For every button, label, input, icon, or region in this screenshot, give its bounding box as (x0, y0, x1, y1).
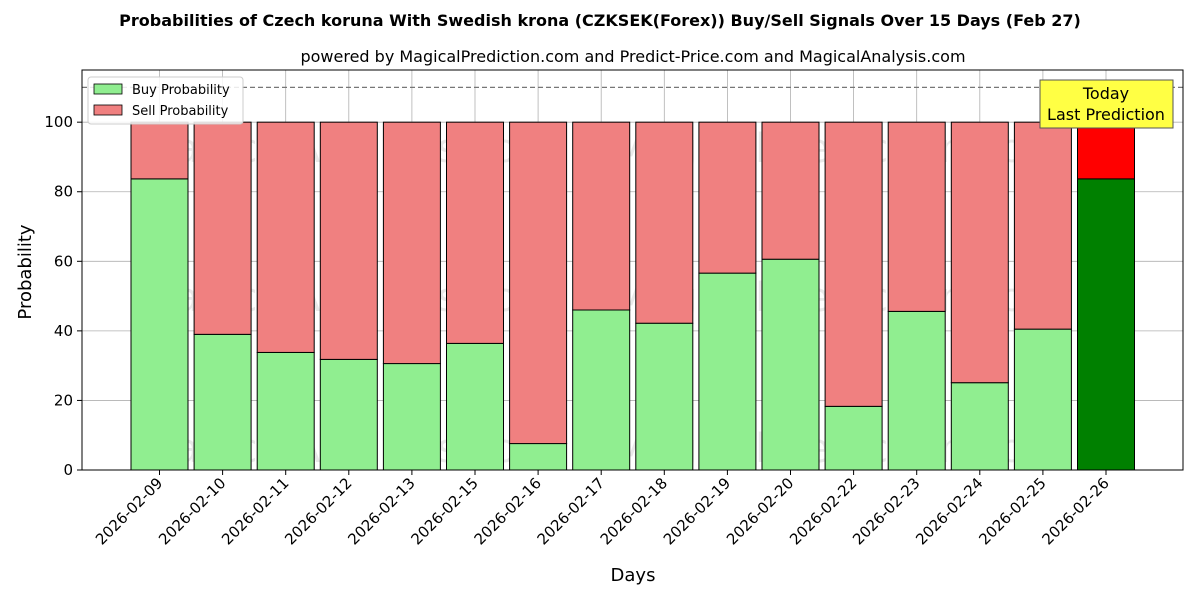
bar-buy (824, 405, 883, 471)
plot-area: MagicalAnalysis.comMagicalPrediction.com… (44, 69, 1184, 548)
bar-sell (572, 121, 631, 311)
bar-sell (319, 121, 378, 360)
legend-label: Sell Probability (132, 104, 229, 119)
y-tick-label: 20 (54, 391, 73, 409)
bar-buy (382, 363, 441, 471)
x-tick-label: 2026-02-19 (660, 474, 734, 548)
bar-sell (824, 121, 883, 407)
bar-buy (950, 382, 1009, 471)
x-tick-label: 2026-02-22 (786, 474, 860, 548)
x-tick-label: 2026-02-18 (597, 474, 671, 548)
x-tick-label: 2026-02-25 (975, 474, 1049, 548)
plot-frame (81, 69, 1184, 471)
bar-sell (887, 121, 946, 312)
legend-swatch (93, 104, 123, 116)
x-tick-label: 2026-02-09 (92, 474, 166, 548)
bar-sell (1013, 121, 1072, 330)
bar-sell (509, 121, 568, 445)
legend: Buy Probability Sell Probability (87, 76, 244, 125)
x-tick-label: 2026-02-23 (849, 474, 923, 548)
bar-buy (698, 272, 757, 471)
y-tick-label: 40 (54, 322, 73, 340)
bar-buy (1013, 328, 1072, 471)
annotation-box (1039, 79, 1174, 129)
bar-buy (887, 310, 946, 471)
x-tick-label: 2026-02-11 (218, 474, 292, 548)
bar-buy (572, 309, 631, 471)
bar-buy (319, 358, 378, 471)
bar-sell (130, 121, 189, 180)
x-tick-label: 2026-02-10 (155, 474, 229, 548)
bar-buy (130, 178, 189, 471)
bar-sell (446, 121, 504, 344)
x-tick-label: 2026-02-17 (534, 474, 608, 548)
bar-sell (950, 121, 1009, 384)
x-tick-label: 2026-02-15 (407, 474, 481, 548)
bar-buy (446, 342, 504, 471)
bar-buy (761, 258, 820, 471)
bar-buy (193, 333, 252, 471)
today-annotation: Today Last Prediction (1039, 79, 1174, 129)
x-tick-label: 2026-02-12 (281, 474, 355, 548)
x-tick-label: 2026-02-16 (471, 474, 545, 548)
x-tick-label: 2026-02-24 (912, 474, 986, 548)
bar-sell (382, 121, 441, 365)
bar-sell (761, 121, 820, 260)
y-axis-label: Probability (15, 224, 36, 319)
bar-sell (1077, 121, 1135, 180)
y-tick-label: 100 (44, 113, 73, 131)
x-tick-label: 2026-02-20 (723, 474, 797, 548)
annotation-text: Today (1082, 84, 1129, 103)
bar-buy (635, 322, 694, 471)
legend-label: Buy Probability (132, 83, 230, 98)
legend-box (87, 76, 244, 125)
legend-swatch (93, 83, 123, 95)
bar-sell (193, 121, 252, 335)
bar-sell (698, 121, 757, 274)
bar-buy (509, 443, 568, 471)
bar-sell (635, 121, 694, 324)
x-tick-label: 2026-02-26 (1038, 474, 1112, 548)
bar-sell (256, 121, 315, 353)
x-axis-label: Days (611, 565, 656, 586)
y-tick-label: 80 (54, 183, 73, 201)
chart-title: Probabilities of Czech koruna With Swedi… (119, 11, 1081, 30)
chart-subtitle: powered by MagicalPrediction.com and Pre… (300, 47, 965, 66)
x-tick-label: 2026-02-13 (344, 474, 418, 548)
y-tick-label: 0 (63, 461, 73, 479)
y-tick-label: 60 (54, 252, 73, 270)
annotation-text: Last Prediction (1047, 105, 1165, 124)
bar-buy (256, 351, 315, 471)
bar-buy (1077, 178, 1135, 471)
